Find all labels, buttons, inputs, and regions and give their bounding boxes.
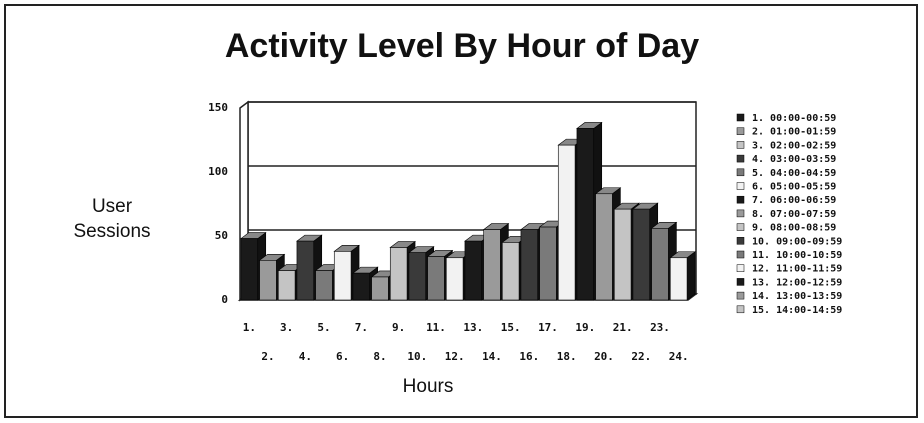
bar	[445, 257, 464, 301]
legend-label: 4. 03:00-03:59	[752, 154, 836, 165]
x-tick-label: 22.	[631, 350, 651, 363]
bar	[651, 228, 669, 301]
x-tick-label: 17.	[538, 321, 558, 334]
x-tick-label: 20.	[594, 350, 614, 363]
y-tick-label: 50	[215, 229, 228, 242]
legend-swatch	[736, 195, 745, 204]
bar	[277, 270, 296, 301]
x-tick-label: 7.	[355, 321, 368, 334]
x-tick-label: 9.	[392, 321, 405, 334]
legend-swatch	[736, 305, 745, 314]
legend-label: 10. 09:00-09:59	[752, 236, 842, 247]
bar	[240, 238, 259, 301]
x-tick-label: 5.	[317, 321, 330, 334]
legend-swatch	[736, 250, 745, 259]
frame	[4, 4, 918, 418]
x-tick-label: 13.	[463, 321, 483, 334]
x-tick-label: 1.	[243, 321, 256, 334]
bar	[595, 193, 613, 301]
x-tick-label: 23.	[650, 321, 670, 334]
x-tick-label: 6.	[336, 350, 349, 363]
bar	[669, 257, 688, 301]
bar	[520, 229, 539, 301]
legend-label: 1. 00:00-00:59	[752, 113, 836, 124]
x-tick-label: 8.	[373, 350, 386, 363]
bar-side	[686, 251, 696, 301]
legend-label: 15. 14:00-14:59	[752, 305, 842, 316]
x-tick-label: 10.	[407, 350, 427, 363]
legend-label: 2. 01:00-01:59	[752, 127, 836, 138]
legend-label: 9. 08:00-08:59	[752, 223, 836, 234]
bar	[501, 242, 520, 301]
bar	[557, 144, 576, 301]
legend-swatch	[736, 278, 745, 286]
x-tick-label: 24.	[669, 350, 689, 363]
bar	[315, 270, 333, 301]
legend-label: 12. 11:00-11:59	[752, 264, 842, 275]
legend-swatch	[736, 182, 745, 190]
y-axis-label: User	[92, 196, 133, 217]
bar	[408, 252, 427, 301]
y-tick-label: 150	[208, 101, 228, 114]
legend-swatch	[736, 154, 745, 163]
legend-label: 7. 06:00-06:59	[752, 195, 836, 206]
legend-swatch	[736, 127, 745, 135]
legend-swatch	[736, 237, 745, 245]
legend-swatch	[736, 223, 745, 231]
chart-title: Activity Level By Hour of Day	[225, 27, 699, 65]
legend-swatch	[736, 209, 745, 218]
x-tick-label: 16.	[519, 350, 539, 363]
bar	[539, 226, 557, 301]
legend-label: 8. 07:00-07:59	[752, 209, 836, 220]
x-tick-label: 12.	[445, 350, 465, 363]
legend-label: 6. 05:00-05:59	[752, 182, 836, 193]
legend-swatch	[736, 113, 745, 122]
legend-swatch	[736, 141, 745, 149]
y-axis-label: Sessions	[73, 221, 150, 242]
x-tick-label: 19.	[575, 321, 595, 334]
x-axis-label: Hours	[403, 376, 454, 397]
legend-swatch	[736, 168, 745, 177]
y-tick-label: 0	[221, 293, 228, 306]
x-tick-label: 14.	[482, 350, 502, 363]
legend-label: 3. 02:00-02:59	[752, 140, 836, 151]
legend-label: 13. 12:00-12:59	[752, 277, 842, 288]
legend-swatch	[736, 264, 745, 272]
bar	[576, 128, 595, 301]
bar	[352, 272, 371, 301]
x-tick-label: 2.	[261, 350, 274, 363]
y-tick-label: 100	[208, 165, 228, 178]
bar	[371, 276, 389, 301]
legend-label: 11. 10:00-10:59	[752, 250, 842, 261]
x-tick-label: 4.	[299, 350, 312, 363]
x-tick-label: 3.	[280, 321, 293, 334]
x-tick-label: 18.	[557, 350, 577, 363]
legend-label: 5. 04:00-04:59	[752, 168, 836, 179]
bar	[464, 240, 483, 301]
x-tick-label: 15.	[501, 321, 521, 334]
legend-label: 14. 13:00-13:59	[752, 291, 842, 302]
bar	[296, 240, 315, 301]
bar	[333, 251, 352, 301]
legend-swatch	[736, 291, 745, 300]
bar	[389, 247, 408, 301]
bar	[613, 208, 632, 301]
bar	[483, 229, 501, 301]
x-tick-label: 11.	[426, 321, 446, 334]
bar	[427, 256, 445, 301]
x-tick-label: 21.	[613, 321, 633, 334]
bar	[259, 260, 277, 301]
bar	[632, 208, 651, 301]
